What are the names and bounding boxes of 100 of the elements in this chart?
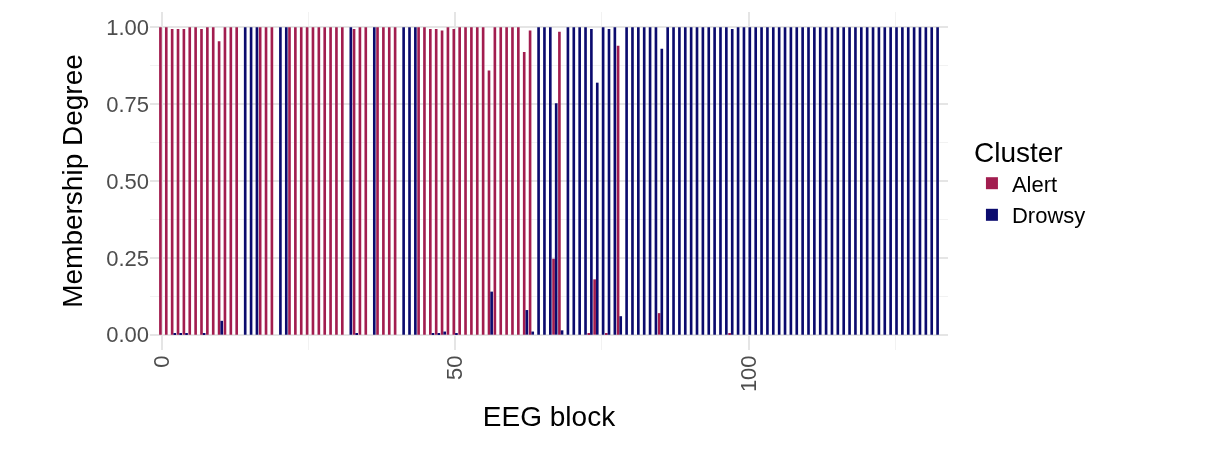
bar xyxy=(713,27,716,335)
bar xyxy=(323,27,327,335)
bar xyxy=(842,27,846,335)
bar xyxy=(537,27,540,335)
bar xyxy=(560,330,564,335)
x-tick-label: 0 xyxy=(148,355,174,368)
bar xyxy=(593,279,596,335)
y-tick-label: 0.00 xyxy=(106,322,149,348)
bar xyxy=(464,27,467,335)
bar xyxy=(200,28,203,335)
bar xyxy=(294,27,297,335)
bar xyxy=(558,31,561,335)
bar xyxy=(572,27,576,335)
bar xyxy=(642,27,646,335)
bar xyxy=(452,28,456,335)
bar xyxy=(631,27,634,335)
bar xyxy=(429,28,432,335)
bar xyxy=(625,27,628,335)
bar xyxy=(801,27,804,335)
bar xyxy=(590,28,593,335)
x-tick-label: 50 xyxy=(442,355,468,380)
bar xyxy=(299,27,303,335)
bar xyxy=(387,27,391,335)
bar xyxy=(517,27,520,335)
y-tick-label: 0.50 xyxy=(106,168,149,194)
bar xyxy=(243,27,247,335)
bar xyxy=(719,27,722,335)
bar xyxy=(499,27,503,335)
bar xyxy=(818,27,822,335)
bar xyxy=(660,48,664,335)
x-axis-title: EEG block xyxy=(482,401,617,433)
bar xyxy=(194,27,197,335)
x-tick-label: 100 xyxy=(735,355,761,393)
bar xyxy=(470,27,473,335)
bar xyxy=(637,27,640,335)
bar xyxy=(678,27,681,335)
bar xyxy=(288,27,291,335)
bar xyxy=(335,27,338,335)
bar xyxy=(376,27,379,335)
bar xyxy=(511,27,514,335)
bar xyxy=(382,27,385,335)
bar xyxy=(159,27,162,335)
bar xyxy=(683,27,687,335)
legend-title: Cluster xyxy=(973,137,1063,169)
bar xyxy=(707,27,711,335)
bar xyxy=(531,331,535,335)
bar xyxy=(206,27,209,335)
bar xyxy=(619,316,623,335)
bar xyxy=(211,27,215,335)
bar xyxy=(549,27,552,335)
legend-label: Drowsy xyxy=(1011,203,1086,229)
bar xyxy=(930,27,934,335)
bar xyxy=(475,27,479,335)
bar xyxy=(854,27,857,335)
bar xyxy=(730,28,734,335)
y-axis-title: Membership Degree xyxy=(56,54,88,308)
bar xyxy=(443,331,447,335)
bar xyxy=(595,82,599,335)
bar xyxy=(901,27,904,335)
bar xyxy=(666,27,669,335)
bar xyxy=(364,27,368,335)
y-tick-label: 0.25 xyxy=(106,245,149,271)
bar xyxy=(552,258,555,335)
y-tick-label: 0.75 xyxy=(106,91,149,117)
bar xyxy=(766,27,769,335)
bar xyxy=(329,27,332,335)
bar xyxy=(554,103,558,335)
bar xyxy=(672,27,675,335)
bar xyxy=(490,291,493,335)
bar xyxy=(279,27,282,335)
bar xyxy=(813,27,816,335)
bar xyxy=(458,27,461,335)
bar xyxy=(423,27,426,335)
bar xyxy=(220,320,224,335)
bar xyxy=(807,27,810,335)
bar xyxy=(408,27,411,335)
bar xyxy=(188,27,192,335)
bar xyxy=(936,27,939,335)
bar xyxy=(235,27,239,335)
bar xyxy=(906,27,910,335)
bar xyxy=(771,27,775,335)
bar xyxy=(522,51,526,335)
y-tick-label: 1.00 xyxy=(106,15,149,41)
bar xyxy=(848,27,851,335)
bar xyxy=(859,27,863,335)
bar xyxy=(895,27,898,335)
bar xyxy=(795,27,799,335)
bar xyxy=(889,27,892,335)
bar xyxy=(754,27,758,335)
bar xyxy=(543,27,546,335)
bar xyxy=(284,27,288,335)
bar xyxy=(402,27,405,335)
bar xyxy=(505,27,508,335)
bar xyxy=(372,27,376,335)
legend-label: Alert xyxy=(1011,171,1058,197)
bar xyxy=(340,27,344,335)
bar xyxy=(578,27,581,335)
bar xyxy=(164,27,168,335)
bar xyxy=(584,27,587,335)
bar xyxy=(434,28,438,335)
